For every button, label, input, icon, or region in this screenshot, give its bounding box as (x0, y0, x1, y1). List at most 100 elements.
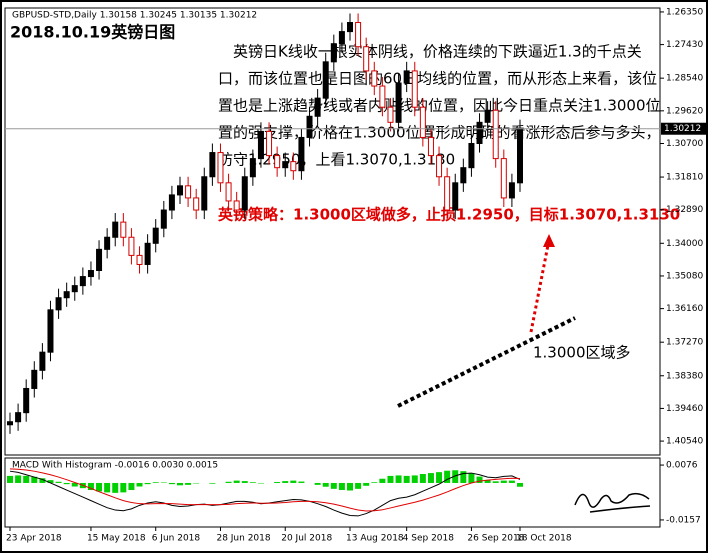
candle-body (160, 209, 167, 229)
histogram-bar (71, 482, 78, 487)
histogram-bar (330, 482, 337, 489)
y-tick-label: 1.35080 (666, 271, 703, 281)
candle-body (395, 82, 402, 123)
y-tick-label: 1.38380 (666, 371, 703, 381)
histogram-bar (209, 482, 216, 484)
paragraph-line: 置也是上涨趋势线或者内贴线的位置，因此今日重点关注1.3000位 (218, 97, 661, 115)
candle-body (355, 22, 362, 48)
histogram-bar (87, 482, 94, 491)
candle-body (152, 227, 159, 244)
y-tick-label: 1.30700 (666, 139, 703, 149)
candle-body (452, 182, 459, 211)
candle-body (31, 369, 38, 389)
macd-line (9, 468, 521, 512)
candle-body (282, 161, 289, 169)
histogram-bar (31, 476, 38, 483)
y-tick-label: 1.31810 (666, 173, 703, 183)
candle-body (144, 242, 151, 265)
histogram-bar (55, 481, 62, 483)
y-tick-label: 1.26350 (666, 7, 703, 17)
candle-body (460, 167, 467, 184)
x-tick-label: 15 May 2018 (87, 534, 146, 544)
histogram-bar (177, 482, 183, 486)
candle-body (209, 152, 216, 178)
histogram-bar (403, 475, 410, 483)
histogram-bar (152, 482, 159, 483)
histogram-bar (47, 480, 54, 483)
y-tick-label: 1.28540 (666, 74, 703, 84)
candle-body (476, 121, 483, 144)
histogram-bar (168, 482, 175, 485)
macd-panel (4, 457, 661, 528)
candle-body (63, 291, 70, 299)
candle-body (257, 130, 264, 160)
trendline (397, 316, 576, 408)
strategy: 英镑策略：1.3000区域做多，止损1.2950，目标1.3070,1.3130 (218, 206, 680, 224)
histogram-bar (241, 481, 248, 483)
histogram-bar (484, 479, 491, 483)
candle-body (492, 109, 499, 160)
histogram-bar (233, 480, 240, 483)
histogram-bar (387, 475, 394, 483)
y-tick-label: 1.36160 (666, 304, 703, 314)
candle-body (484, 109, 491, 123)
paragraph-line: 口，而该位置也是日图的60日均线的位置，而从形态上来看，该位 (218, 70, 657, 88)
histogram-bar (436, 472, 443, 483)
candle-body (225, 182, 232, 202)
candle-body (217, 152, 224, 184)
histogram-bar (452, 470, 459, 483)
candle-body (379, 85, 386, 108)
price-panel (4, 7, 661, 456)
histogram-bar (120, 482, 127, 493)
histogram-bar (500, 480, 507, 483)
histogram-bar (274, 482, 281, 483)
x-tick-label: 20 Jul 2018 (281, 534, 332, 544)
candle-body (87, 270, 94, 278)
candle-body (347, 22, 353, 33)
arrow-head (543, 234, 555, 247)
candle-body (201, 176, 208, 211)
candle-body (444, 176, 451, 211)
histogram-bar (419, 474, 426, 483)
histogram-bar (347, 482, 353, 491)
candle-body (338, 31, 345, 45)
candle-body (403, 70, 410, 84)
histogram-bar (39, 478, 46, 483)
y-tick-label: 1.34000 (666, 239, 703, 249)
histogram-bar (363, 482, 370, 486)
paragraph-line: 英镑日K线收一根实体阴线，价格连续的下跌逼近1.3的千点关 (233, 43, 642, 61)
histogram-bar (508, 480, 515, 483)
macd-title: MACD With Histogram -0.0016 0.0030 0.001… (12, 461, 218, 471)
histogram-bar (314, 482, 321, 485)
candle-body (500, 158, 507, 199)
candle-body (249, 158, 256, 178)
candle-body (23, 387, 30, 414)
candle-body (314, 97, 321, 117)
candle-body (322, 61, 329, 99)
candle-body (136, 254, 143, 265)
x-tick-label: 23 Apr 2018 (6, 534, 62, 544)
candle-body (233, 200, 240, 211)
heading: 2018.10.19英镑日图 (10, 23, 175, 42)
histogram-bar (104, 482, 111, 493)
signature (574, 492, 651, 513)
candle-body (193, 197, 200, 211)
histogram-bar (185, 482, 192, 485)
candle-body (306, 115, 313, 138)
y-tick-label: 0.0076 (666, 461, 698, 471)
histogram-bar (249, 482, 256, 483)
candle-body (427, 136, 434, 157)
histogram-bar (96, 482, 103, 492)
candle-body (371, 70, 378, 87)
x-tick-label: 18 Oct 2018 (516, 534, 572, 544)
candle-body (387, 106, 394, 123)
histogram-bar (395, 475, 402, 483)
histogram-bar (15, 475, 22, 483)
candle-body (7, 421, 13, 426)
histogram-bar (225, 481, 232, 483)
y-tick-label: -0.0157 (666, 515, 701, 525)
candle-body (363, 46, 370, 72)
candle-body (508, 182, 515, 199)
candle-body (55, 297, 62, 311)
